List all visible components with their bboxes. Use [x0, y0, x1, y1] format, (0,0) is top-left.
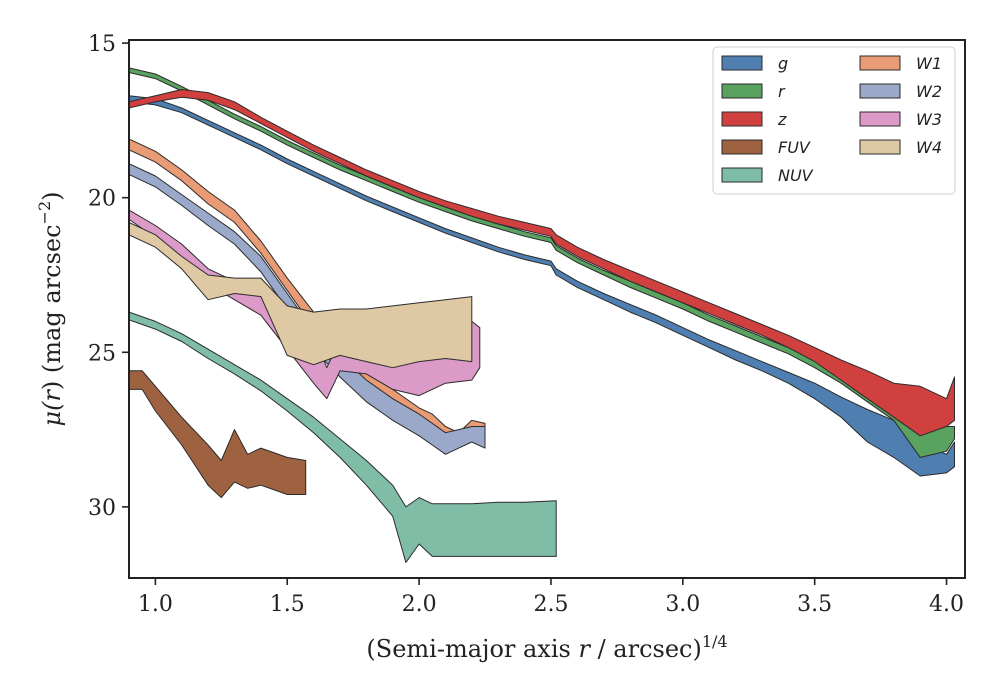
series-layer	[129, 67, 955, 563]
x-tick-label: 2.5	[533, 592, 568, 617]
y-axis-label-close: )	[38, 191, 66, 200]
x-axis-label: (Semi-major axis r / arcsec)1/4	[366, 632, 727, 663]
legend-label-w3: W3	[916, 110, 942, 129]
legend-swatch-z	[721, 111, 763, 127]
y-axis-label-sup: −2	[35, 201, 54, 225]
series-band-z	[129, 89, 955, 437]
legend-label-w2: W2	[916, 82, 942, 101]
series-band-w2	[129, 163, 486, 455]
legend-label-w1: W1	[916, 54, 942, 73]
y-axis-label: μ(r) (mag arcsec−2)	[35, 191, 66, 426]
x-tick-label: 4.0	[929, 592, 964, 617]
legend: grz FUV NUV W1 W2 W3 W4	[712, 46, 956, 195]
x-axis-label-var: r	[578, 635, 591, 663]
x-tick-label: 1.5	[270, 592, 305, 617]
legend-label-g: g	[778, 54, 788, 73]
x-tick-label: 2.0	[402, 592, 437, 617]
legend-swatch-w2	[859, 83, 901, 99]
y-tick-label: 30	[88, 496, 116, 521]
x-axis-label-pre: (Semi-major axis	[366, 635, 578, 663]
x-tick-label: 3.5	[797, 592, 832, 617]
legend-swatch-nuv	[721, 167, 763, 183]
legend-swatch-fuv	[721, 139, 763, 155]
legend-label-w4: W4	[916, 138, 942, 157]
axes-frame	[128, 39, 966, 579]
y-axis-label-post: ) (mag arcsec	[38, 224, 66, 390]
y-tick-label: 20	[88, 187, 116, 212]
series-band-fuv	[129, 370, 307, 499]
y-axis-label-var: r	[38, 389, 66, 402]
legend-swatch-w4	[859, 139, 901, 155]
series-band-w1	[129, 138, 486, 446]
legend-label-r: r	[778, 82, 786, 101]
y-axis-label-mu: μ(	[38, 401, 66, 427]
series-band-w4	[129, 221, 473, 369]
legend-swatch-w1	[859, 55, 901, 71]
ticks-layer: 1.0 1.5 2.0 2.5 3.0 3.5 4.0 15 20 25 30	[88, 32, 964, 617]
series-band-nuv	[129, 311, 557, 563]
series-band-g	[129, 95, 955, 477]
legend-swatch-w3	[859, 111, 901, 127]
x-tick-label: 3.0	[665, 592, 700, 617]
legend-swatch-r	[721, 83, 763, 99]
legend-swatch-g	[721, 55, 763, 71]
x-axis-label-mid: / arcsec)	[590, 635, 702, 663]
legend-label-nuv: NUV	[778, 166, 814, 185]
x-axis-label-sup: 1/4	[702, 632, 728, 651]
y-tick-label: 15	[88, 32, 116, 57]
legend-label-fuv: FUV	[778, 138, 811, 157]
y-tick-label: 25	[88, 341, 116, 366]
x-tick-label: 1.0	[138, 592, 173, 617]
legend-label-z: z	[777, 110, 787, 129]
